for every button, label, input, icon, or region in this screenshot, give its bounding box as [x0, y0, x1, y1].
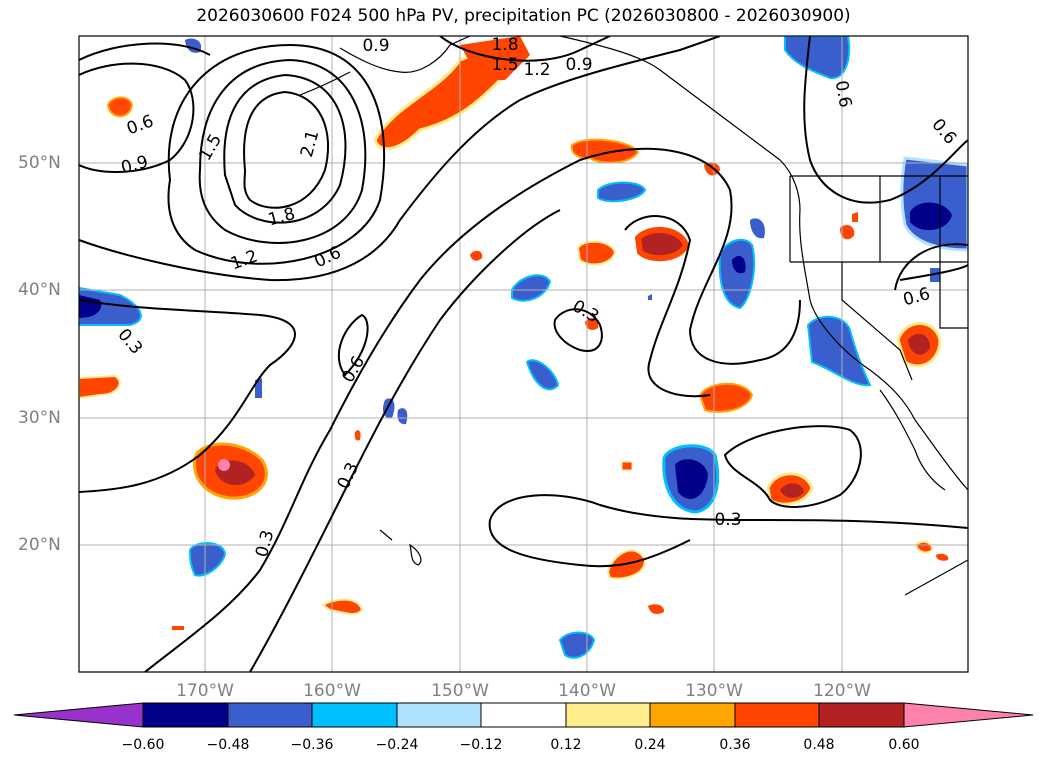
coastlines — [299, 36, 968, 596]
precip-positive-anomalies — [79, 36, 949, 630]
contour-label: 2.1 — [297, 128, 323, 159]
lon-label: 150°W — [431, 681, 489, 701]
lat-label: 40°N — [18, 280, 61, 300]
lon-label: 130°W — [685, 681, 743, 701]
colorbar-tick-label: −0.48 — [206, 737, 250, 753]
colorbar-extend-low — [13, 702, 144, 728]
contour-label: 0.3 — [714, 510, 741, 530]
contour-label: 0.9 — [362, 36, 389, 56]
colorbar-tick-label: 0.36 — [719, 737, 751, 753]
precip-negative-anomalies — [79, 36, 968, 659]
lat-label: 20°N — [18, 535, 61, 555]
map-plot-area: 0.9 1.8 1.5 1.2 0.9 0.6 0.9 1.5 2.1 1.8 … — [79, 35, 968, 672]
colorbar-tick-label: 0.24 — [634, 737, 666, 753]
contour-label: 0.6 — [901, 284, 932, 310]
colorbar-tick-label: 0.12 — [550, 737, 582, 753]
map-title: 2026030600 F024 500 hPa PV, precipitatio… — [196, 6, 851, 26]
colorbar-tick-label: −0.24 — [375, 737, 419, 753]
contour-label: 0.6 — [311, 243, 344, 273]
colorbar — [13, 702, 1034, 728]
lat-label: 30°N — [18, 408, 61, 428]
lon-label: 140°W — [558, 681, 616, 701]
contour-label: 0.3 — [252, 528, 278, 559]
lon-label: 170°W — [176, 681, 234, 701]
contour-label: 0.6 — [338, 353, 369, 386]
lat-label: 50°N — [18, 153, 61, 173]
colorbar-tick-label: 0.48 — [803, 737, 835, 753]
contour-label: 0.9 — [565, 55, 592, 75]
contour-label: 1.2 — [228, 246, 260, 274]
contour-label: 1.8 — [491, 35, 518, 55]
colorbar-tick-label: −0.12 — [459, 737, 503, 753]
contour-label: 1.2 — [523, 60, 550, 80]
lon-label: 160°W — [303, 681, 361, 701]
contour-label: 0.6 — [927, 115, 960, 149]
colorbar-tick-label: −0.60 — [121, 737, 165, 753]
contour-label: 1.5 — [491, 55, 518, 75]
pv-contours — [79, 36, 968, 672]
contour-label: 0.6 — [831, 79, 855, 109]
graticule — [79, 36, 968, 672]
contour-label: 0.9 — [119, 152, 150, 178]
colorbar-extend-high — [903, 702, 1034, 728]
colorbar-tick-label: −0.36 — [290, 737, 334, 753]
map-frame — [78, 35, 969, 673]
colorbar-tick-label: 0.60 — [888, 737, 920, 753]
contour-label: 0.3 — [113, 325, 146, 359]
lon-label: 120°W — [813, 681, 871, 701]
contour-label: 0.6 — [124, 111, 156, 139]
